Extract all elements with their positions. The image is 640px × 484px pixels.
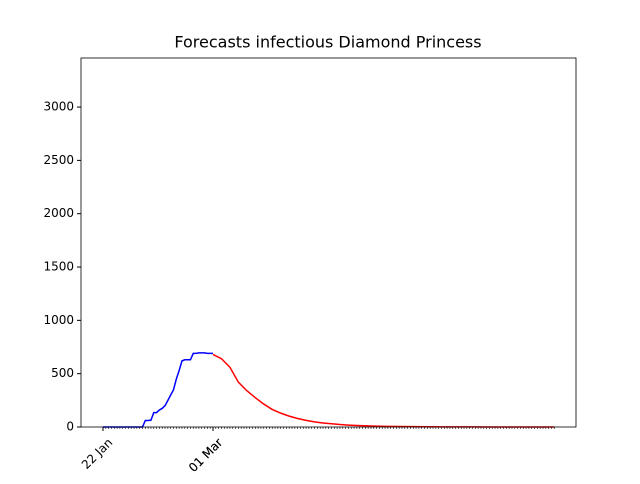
y-tick-label: 1000 bbox=[43, 313, 74, 327]
y-tick-label: 1500 bbox=[43, 260, 74, 274]
y-tick-label: 0 bbox=[66, 420, 74, 434]
y-tick-label: 2500 bbox=[43, 153, 74, 167]
y-tick-label: 2000 bbox=[43, 206, 74, 220]
y-tick-label: 500 bbox=[51, 366, 74, 380]
plot-frame bbox=[80, 57, 577, 428]
y-tick-label: 3000 bbox=[43, 100, 74, 114]
chart-title: Forecasts infectious Diamond Princess bbox=[174, 33, 481, 52]
